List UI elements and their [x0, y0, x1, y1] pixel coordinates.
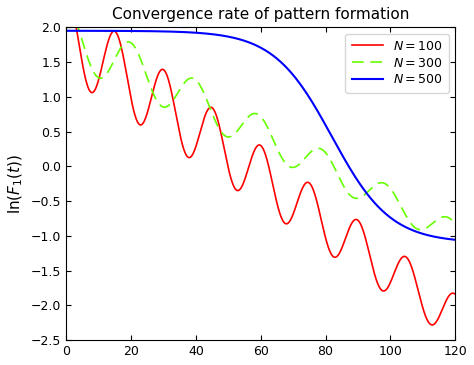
$N = 100$ [316, 209, 322, 213]
Line: $N = 100$: $N = 100$ [66, 0, 455, 325]
$N = 500$ [134, 29, 140, 33]
$N = 100$ [354, 217, 359, 222]
Legend: $N = 100$, $N = 300$, $N = 500$: $N = 100$, $N = 300$, $N = 500$ [346, 34, 449, 93]
$N = 300$ [418, 228, 424, 232]
$N = 100$ [297, 193, 302, 198]
$N = 500$ [354, 177, 359, 181]
$N = 300$ [297, 162, 302, 166]
$N = 300$ [452, 222, 458, 226]
$N = 100$ [212, 110, 218, 114]
$N = 300$ [354, 196, 359, 201]
$N = 100$ [429, 323, 435, 327]
$N = 300$ [212, 118, 218, 122]
$N = 100$ [383, 288, 389, 292]
Y-axis label: $\ln(F_1(t))$: $\ln(F_1(t))$ [7, 154, 25, 214]
$N = 300$ [383, 182, 389, 187]
$N = 500$ [452, 238, 458, 242]
Line: $N = 300$: $N = 300$ [66, 5, 455, 230]
$N = 500$ [212, 32, 218, 37]
$N = 300$ [64, 3, 69, 7]
$N = 100$ [134, 119, 140, 123]
$N = 100$ [452, 292, 458, 296]
$N = 500$ [297, 81, 302, 85]
$N = 500$ [383, 212, 389, 216]
$N = 500$ [64, 28, 69, 33]
Title: Convergence rate of pattern formation: Convergence rate of pattern formation [112, 7, 410, 22]
Line: $N = 500$: $N = 500$ [66, 31, 455, 240]
$N = 300$ [316, 146, 322, 151]
$N = 500$ [316, 112, 322, 116]
$N = 300$ [134, 49, 140, 53]
